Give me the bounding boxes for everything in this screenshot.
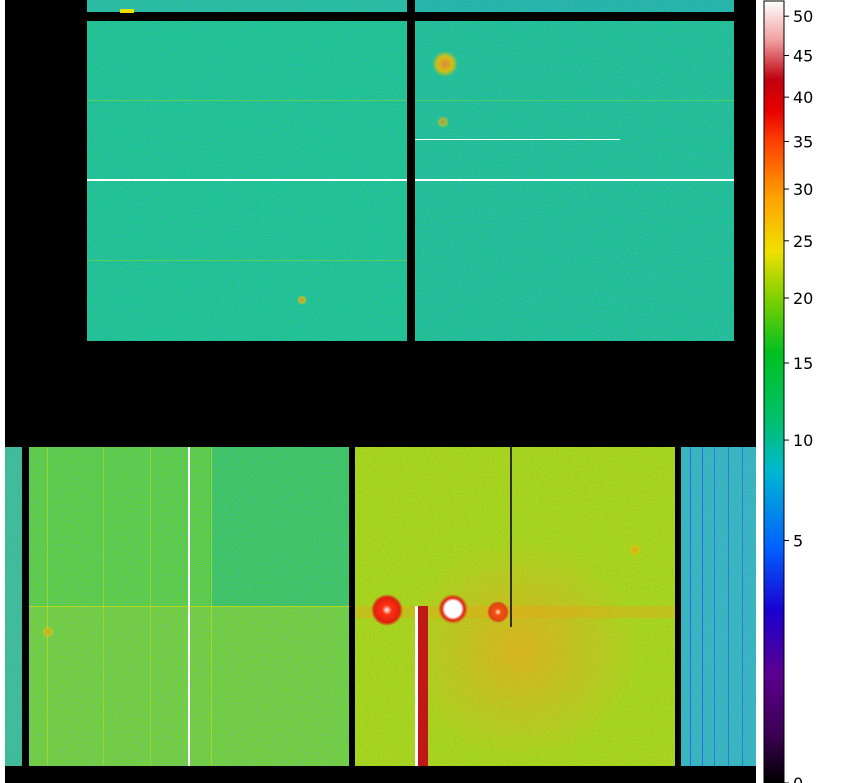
chip-top-right [415,21,734,341]
colorbar-tick-label: 50 [793,7,813,26]
chip-bottom-middle [355,447,675,766]
colorbar-tick-label: 45 [793,47,813,66]
chip-top-left [87,21,407,341]
colorbar: 0 5 10 15 20 25 30 35 40 45 50 [763,0,813,783]
chip-bottom-left [29,447,349,766]
colorbar-tick-label: 20 [793,289,813,308]
colorbar-tick-label: 15 [793,354,813,373]
chip-bottom-far-left [5,447,22,766]
colorbar-tick-label: 10 [793,431,813,450]
colorbar-tick-label: 25 [793,232,813,251]
colorbar-ticks: 0 5 10 15 20 25 30 35 40 45 50 [784,7,813,783]
top-strip [87,0,734,13]
colorbar-tick-label: 40 [793,88,813,107]
colorbar-tick-label: 30 [793,180,813,199]
colorbar-tick-label: 0 [793,774,803,783]
chip-bottom-right [681,447,756,766]
colorbar-gradient [763,0,785,783]
colorbar-tick-label: 35 [793,132,813,151]
colorbar-tick-label: 5 [793,532,803,551]
